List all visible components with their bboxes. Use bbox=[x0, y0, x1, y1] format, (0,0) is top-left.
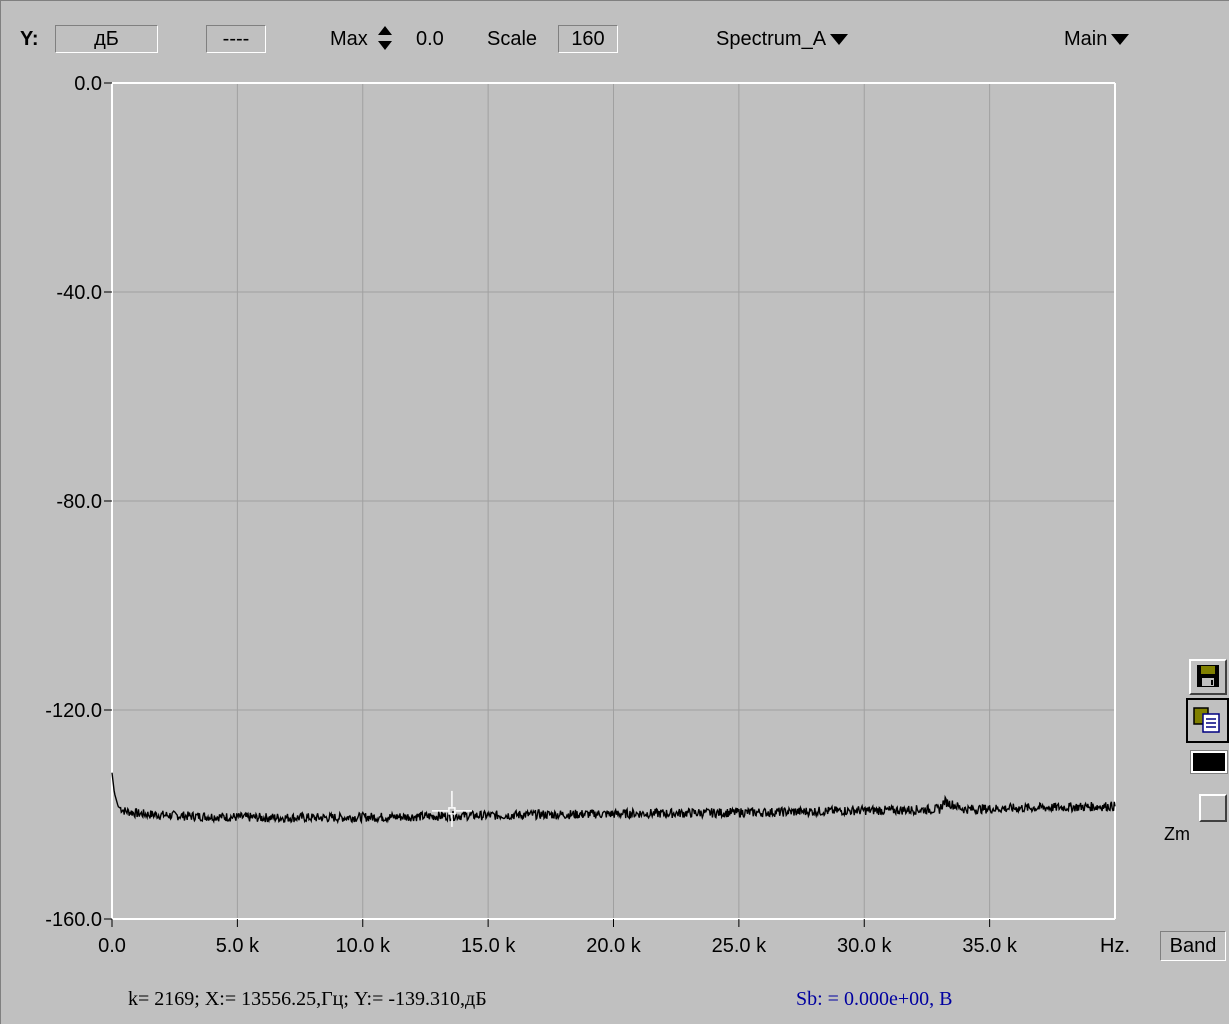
max-label: Max bbox=[330, 28, 368, 50]
sb-readout: Sb: = 0.000e+00, В bbox=[796, 988, 953, 1010]
x-tick-label: 35.0 k bbox=[962, 935, 1017, 957]
x-unit-label: Hz. bbox=[1100, 935, 1130, 957]
band-button[interactable]: Band bbox=[1160, 931, 1226, 961]
spin-up-icon[interactable] bbox=[378, 26, 392, 35]
x-tick-label: 10.0 k bbox=[336, 935, 391, 957]
main-dropdown[interactable]: Main bbox=[1064, 27, 1130, 51]
x-tick-label: 0.0 bbox=[98, 935, 126, 957]
max-spinner[interactable] bbox=[376, 24, 396, 56]
axis-layer bbox=[104, 82, 1116, 927]
cursor-layer bbox=[431, 790, 472, 827]
zoom-label: Zm bbox=[1164, 824, 1190, 844]
x-tick-label: 20.0 k bbox=[586, 935, 641, 957]
y-tick-label: -120.0 bbox=[45, 700, 102, 722]
chevron-down-icon bbox=[830, 34, 849, 46]
copy-icon bbox=[1193, 707, 1220, 733]
x-tick-label: 5.0 k bbox=[216, 935, 260, 957]
line-style-field[interactable]: ---- bbox=[206, 25, 266, 53]
tick-labels: 0.0 -40.0 -80.0 -120.0 -160.0 0.0 5.0 k 10.0 k 1… bbox=[45, 73, 1130, 957]
cursor-readout: k= 2169; X:= 13556.25,Гц; Y:= -139.310,д… bbox=[128, 988, 487, 1010]
color-swatch-icon[interactable] bbox=[1190, 750, 1228, 774]
y-tick-label: -160.0 bbox=[45, 909, 102, 931]
zoom-toggle[interactable] bbox=[1199, 794, 1227, 822]
grid-layer bbox=[112, 82, 1115, 919]
x-tick-label: 30.0 k bbox=[837, 935, 892, 957]
x-tick-label: 15.0 k bbox=[461, 935, 516, 957]
spin-down-icon[interactable] bbox=[378, 41, 392, 50]
y-tick-label: -80.0 bbox=[56, 491, 102, 513]
scale-label: Scale bbox=[487, 28, 538, 50]
scale-field[interactable]: 160 bbox=[558, 25, 618, 53]
spectrum-dropdown[interactable]: Spectrum_A bbox=[716, 27, 849, 51]
y-tick-label: 0.0 bbox=[74, 73, 102, 95]
y-tick-label: -40.0 bbox=[56, 282, 102, 304]
spectrum-line bbox=[111, 772, 1116, 825]
cursor-marker bbox=[448, 807, 456, 815]
y-axis-label: Y: bbox=[20, 28, 39, 50]
x-tick-label: 25.0 k bbox=[712, 935, 767, 957]
main-dropdown-label: Main bbox=[1064, 28, 1108, 50]
chevron-down-icon bbox=[1111, 34, 1130, 46]
floppy-disk-icon bbox=[1197, 665, 1219, 687]
copy-button[interactable] bbox=[1186, 698, 1229, 743]
series-layer bbox=[111, 772, 1116, 825]
max-value: 0.0 bbox=[416, 28, 444, 50]
units-field[interactable]: дБ bbox=[55, 25, 158, 53]
spectrum-dropdown-label: Spectrum_A bbox=[716, 28, 827, 50]
save-button[interactable] bbox=[1189, 659, 1227, 695]
